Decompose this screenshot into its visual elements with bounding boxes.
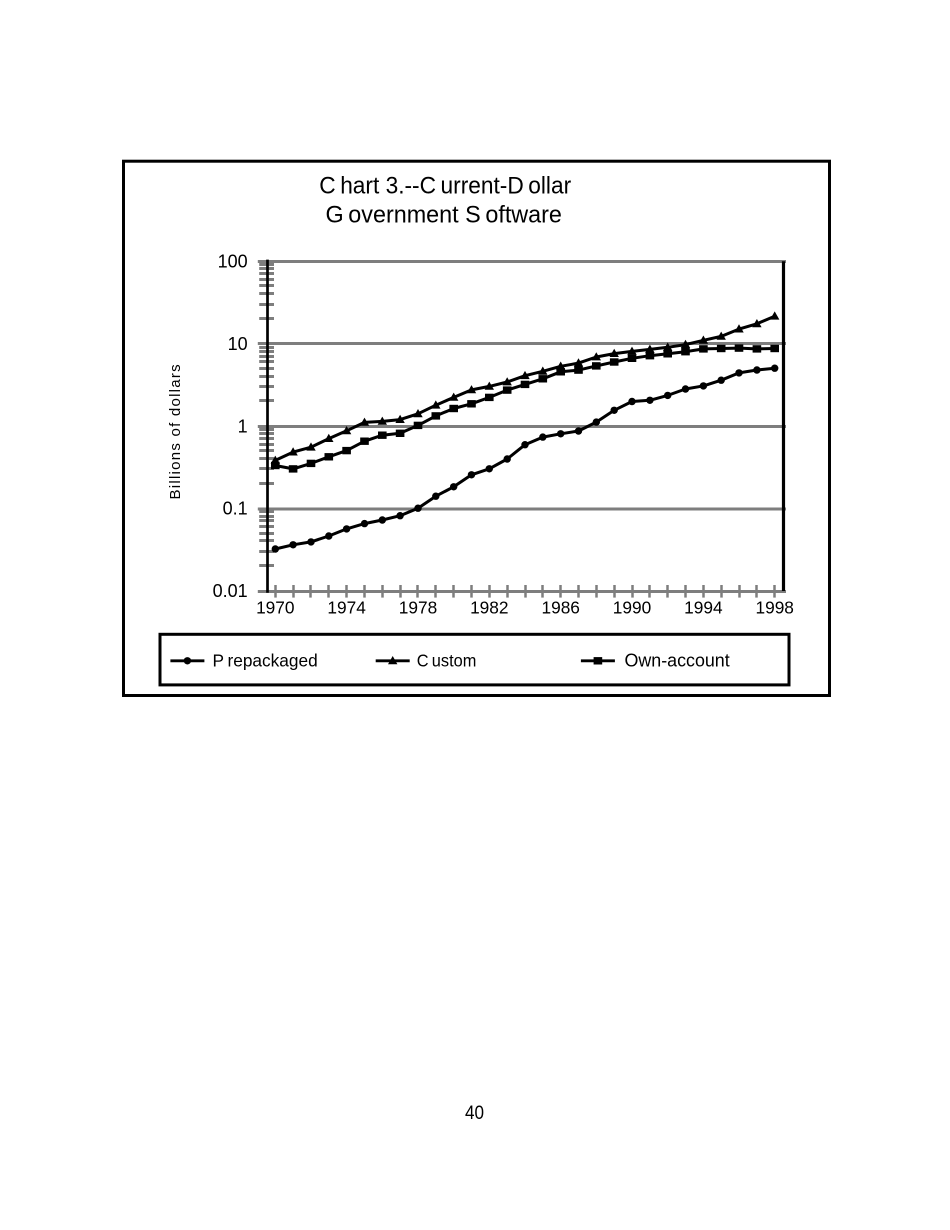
svg-text:1982: 1982 <box>470 597 508 617</box>
svg-text:0.1: 0.1 <box>223 499 248 519</box>
svg-text:Own-account: Own-account <box>625 650 730 670</box>
svg-text:1974: 1974 <box>327 597 366 617</box>
svg-text:P repackaged: P repackaged <box>213 650 318 670</box>
svg-text:1978: 1978 <box>399 597 437 617</box>
svg-text:40: 40 <box>465 1102 484 1123</box>
svg-text:Billions of dollars: Billions of dollars <box>167 363 184 499</box>
svg-text:100: 100 <box>218 252 248 272</box>
svg-text:10: 10 <box>228 334 248 354</box>
svg-text:C hart 3.--C urrent-D ollar: C hart 3.--C urrent-D ollar <box>319 172 571 199</box>
svg-text:1998: 1998 <box>755 597 793 617</box>
svg-text:1: 1 <box>238 416 248 436</box>
svg-text:C ustom: C ustom <box>417 650 477 671</box>
svg-text:1990: 1990 <box>613 597 651 617</box>
svg-text:0.01: 0.01 <box>213 581 248 601</box>
svg-text:1986: 1986 <box>541 597 579 617</box>
svg-text:G overnment S oftware: G overnment S oftware <box>325 201 561 227</box>
svg-text:1994: 1994 <box>684 597 723 617</box>
svg-text:1970: 1970 <box>256 597 294 617</box>
